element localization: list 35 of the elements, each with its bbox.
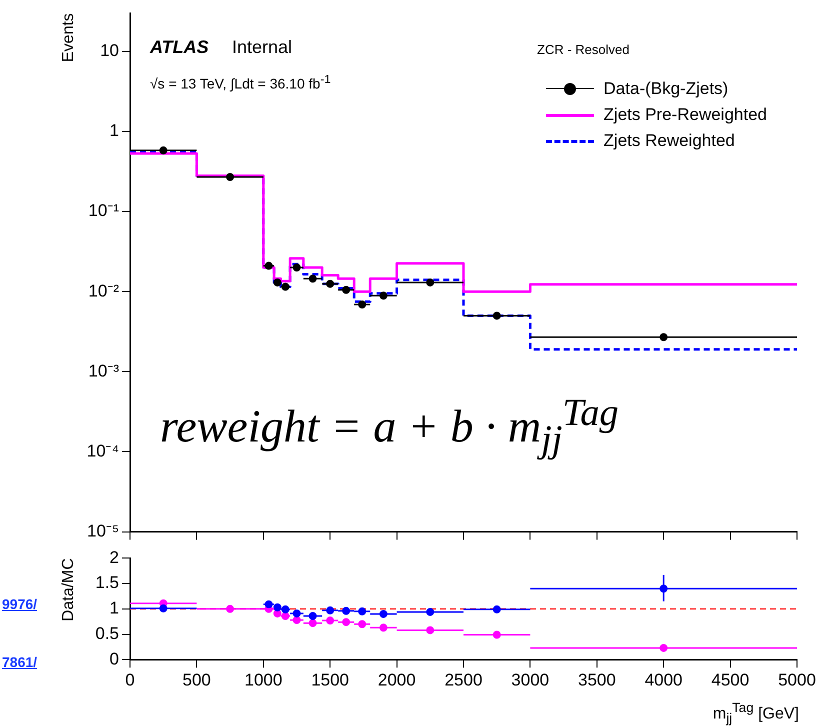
y-tick-label: 10⁻¹ xyxy=(88,201,120,220)
annotation: ATLAS xyxy=(150,37,209,58)
y-tick-label: 1.5 xyxy=(95,573,119,592)
y-tick-label: 10 xyxy=(100,41,119,60)
x-tick-label: 5000 xyxy=(778,670,816,690)
y-tick-label: 10⁻⁴ xyxy=(86,441,119,460)
x-tick-label: 2500 xyxy=(444,670,482,690)
x-tick-label: 1000 xyxy=(244,670,282,690)
x-tick-label: 3000 xyxy=(511,670,550,690)
text: 7861/ xyxy=(2,654,38,670)
legend-label: Data-(Bkg-Zjets) xyxy=(604,79,728,99)
x-axis-title: m$_{jj}$$^{Tag}$ [GeV] xyxy=(712,700,799,726)
y-axis-title: Events xyxy=(60,13,78,62)
legend-label: Zjets Pre-Reweighted xyxy=(604,105,767,125)
annotation: Internal xyxy=(232,37,292,58)
y-tick-label: 10⁻³ xyxy=(88,361,120,380)
text: 9976/ xyxy=(2,596,38,612)
x-tick-label: 0 xyxy=(125,670,135,690)
x-tick-label: 3500 xyxy=(578,670,616,690)
x-tick-label: 4500 xyxy=(711,670,750,690)
y-tick-label: 10⁻⁵ xyxy=(87,521,119,540)
y-tick-label: 1 xyxy=(110,598,119,618)
y-tick-label: 0 xyxy=(110,649,119,668)
x-tick-label: 1500 xyxy=(311,670,350,690)
y-tick-label: 1 xyxy=(110,121,119,140)
y-tick-label: 0.5 xyxy=(95,624,119,643)
y-tick-label: 10⁻² xyxy=(88,281,120,300)
y-tick-label: 2 xyxy=(110,548,119,567)
legend-label: Zjets Reweighted xyxy=(604,131,735,151)
annotation: √s = 13 TeV, ∫Ldt = 36.10 fb$^{-1}$ xyxy=(150,73,331,92)
x-tick-label: 4000 xyxy=(644,670,683,690)
annotation: ZCR - Resolved xyxy=(537,42,630,58)
x-tick-label: 2000 xyxy=(378,670,416,690)
x-tick-label: 500 xyxy=(182,670,211,690)
y-axis-title: Data/MC xyxy=(60,558,78,622)
